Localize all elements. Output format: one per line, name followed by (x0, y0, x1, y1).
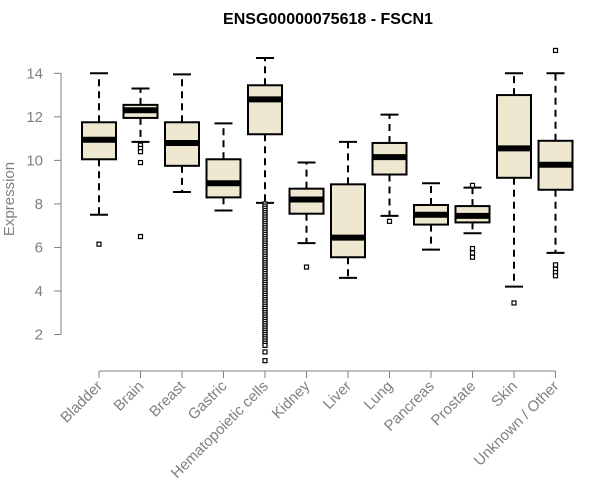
box-lung (371, 113, 408, 224)
y-tick-label: 6 (35, 239, 43, 256)
x-tick-label: Prostate (428, 378, 480, 430)
box-hematopoietic-cells (247, 57, 283, 364)
outlier-point (262, 358, 268, 364)
outlier-point (552, 47, 559, 54)
outlier-point (137, 233, 144, 240)
x-tick-label: Kidney (269, 377, 314, 422)
x-tick-label: Bladder (57, 378, 106, 427)
x-tick-label: Skin (488, 378, 521, 411)
outlier-point (469, 254, 476, 260)
y-axis: 2 4 6 8 10 12 14 (26, 65, 62, 344)
outlier-point (469, 182, 476, 189)
x-tick-label: Liver (320, 378, 355, 413)
outlier-point (552, 262, 559, 268)
box-gastric (205, 122, 242, 212)
outlier-point (262, 349, 268, 355)
outlier-point (469, 245, 476, 252)
box-iqr (496, 94, 532, 179)
y-tick-label: 2 (35, 327, 43, 344)
outlier-point (96, 241, 102, 247)
box-kidney (288, 161, 325, 270)
box-brain (122, 87, 159, 240)
outlier-point (137, 149, 144, 155)
outlier-point (386, 218, 393, 224)
y-tick-label: 12 (26, 109, 43, 126)
box-unknown-other (537, 47, 574, 279)
box-iqr (330, 183, 366, 259)
outlier-point (303, 264, 310, 270)
y-tick-label: 8 (35, 196, 43, 213)
outlier-point (552, 273, 559, 279)
x-tick-label: Brain (111, 378, 148, 415)
y-tick-label: 4 (35, 283, 43, 300)
box-series (81, 47, 574, 364)
outlier-point (469, 250, 476, 256)
y-tick-label: 10 (26, 152, 43, 169)
box-skin (496, 72, 532, 306)
box-iqr (205, 158, 242, 199)
outlier-point (511, 300, 517, 306)
chart-title: ENSG00000075618 - FSCN1 (223, 11, 433, 28)
box-iqr (247, 84, 283, 136)
y-axis-label: Expression (1, 162, 18, 236)
x-tick-label: Breast (146, 377, 189, 420)
box-pancreas (413, 182, 449, 251)
box-liver (330, 140, 366, 279)
x-tick-label: Lung (361, 378, 397, 414)
box-prostate (454, 182, 491, 260)
box-bladder (81, 72, 117, 247)
outlier-point (262, 342, 268, 349)
outlier-point (137, 159, 144, 166)
box-breast (164, 73, 200, 193)
y-tick-label: 14 (26, 65, 43, 82)
